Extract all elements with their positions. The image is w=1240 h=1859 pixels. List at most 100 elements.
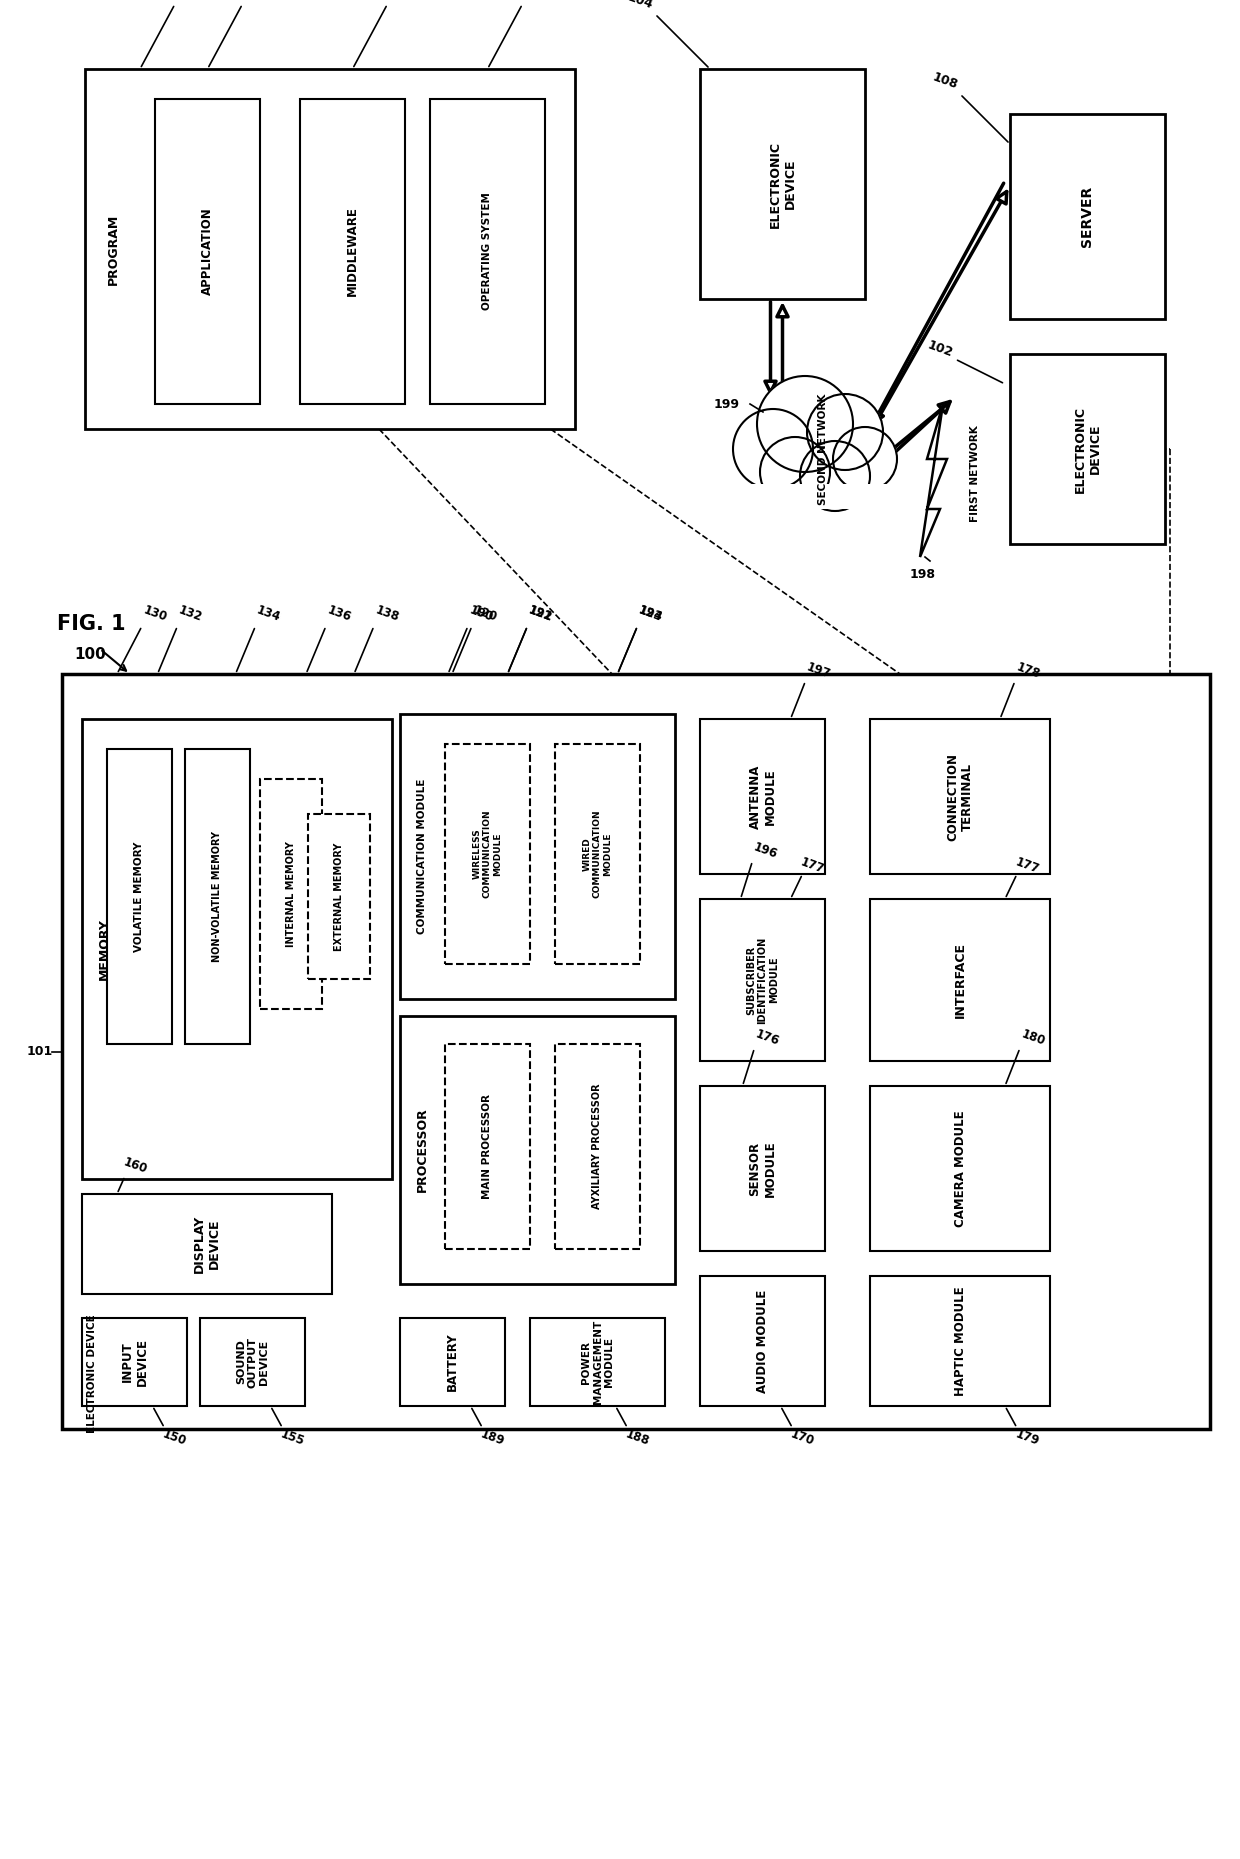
Text: 102: 102: [925, 338, 955, 359]
Text: 136: 136: [325, 604, 352, 625]
Text: 194: 194: [636, 604, 665, 625]
Text: EXTERNAL MEMORY: EXTERNAL MEMORY: [334, 842, 343, 950]
Text: 197: 197: [805, 660, 832, 680]
Text: ELECTRONIC
DEVICE: ELECTRONIC DEVICE: [769, 141, 796, 227]
Bar: [445, 1045, 529, 1249]
Circle shape: [800, 441, 870, 511]
Text: 101: 101: [27, 1045, 53, 1058]
Text: 176: 176: [754, 1028, 781, 1048]
Text: 134: 134: [254, 604, 283, 625]
Bar: [701, 1275, 825, 1405]
Polygon shape: [920, 403, 947, 558]
Bar: [401, 714, 675, 998]
Text: SERVER: SERVER: [1080, 186, 1095, 247]
Bar: [107, 749, 172, 1045]
Text: 160: 160: [122, 1156, 149, 1177]
Text: DISPLAY
DEVICE: DISPLAY DEVICE: [193, 1216, 221, 1273]
Text: COMMUNICATION MODULE: COMMUNICATION MODULE: [417, 779, 427, 935]
Text: INTERFACE: INTERFACE: [954, 943, 966, 1019]
Bar: [870, 900, 1050, 1061]
Text: 132: 132: [177, 604, 205, 625]
Text: WIRELESS
COMMUNICATION
MODULE: WIRELESS COMMUNICATION MODULE: [472, 811, 502, 898]
Text: 150: 150: [161, 1428, 188, 1448]
Bar: [701, 1086, 825, 1251]
Text: MIDDLEWARE: MIDDLEWARE: [346, 206, 360, 296]
Text: OPERATING SYSTEM: OPERATING SYSTEM: [482, 193, 492, 310]
Text: 170: 170: [789, 1428, 816, 1448]
Bar: [529, 1318, 665, 1405]
Text: 192: 192: [527, 604, 554, 625]
Text: SECOND NETWORK: SECOND NETWORK: [818, 394, 828, 504]
Bar: [401, 1318, 505, 1405]
Text: 190: 190: [467, 604, 495, 625]
Text: VOLATILE MEMORY: VOLATILE MEMORY: [134, 842, 145, 952]
Circle shape: [833, 428, 897, 491]
Bar: [82, 1318, 187, 1405]
Bar: [870, 719, 1050, 874]
Text: BATTERY: BATTERY: [446, 1333, 459, 1391]
Text: HAPTIC MODULE: HAPTIC MODULE: [954, 1286, 966, 1396]
Text: FIG. 1: FIG. 1: [57, 613, 125, 634]
Text: 155: 155: [279, 1428, 306, 1448]
Bar: [82, 719, 392, 1179]
Text: 108: 108: [930, 71, 960, 91]
Bar: [701, 69, 866, 299]
Bar: [430, 99, 546, 403]
Text: 196: 196: [751, 840, 779, 861]
Text: NON-VOLATILE MEMORY: NON-VOLATILE MEMORY: [212, 831, 222, 961]
Circle shape: [756, 376, 853, 472]
Text: 104: 104: [625, 0, 655, 11]
Bar: [870, 1275, 1050, 1405]
Text: 138: 138: [373, 604, 401, 625]
Circle shape: [760, 437, 830, 508]
Bar: [725, 483, 905, 509]
Text: ELECTRONIC
DEVICE: ELECTRONIC DEVICE: [1074, 405, 1101, 493]
Text: WIRED
COMMUNICATION
MODULE: WIRED COMMUNICATION MODULE: [583, 811, 613, 898]
Text: 177: 177: [1013, 855, 1040, 876]
Bar: [308, 814, 370, 980]
Bar: [86, 69, 575, 429]
Text: SENSOR
MODULE: SENSOR MODULE: [749, 1140, 776, 1197]
Bar: [870, 1086, 1050, 1251]
Text: POWER
MANAGEMENT
MODULE: POWER MANAGEMENT MODULE: [580, 1320, 614, 1404]
Text: 177: 177: [799, 855, 826, 876]
Text: 188: 188: [624, 1428, 651, 1448]
Text: 120: 120: [471, 604, 498, 625]
Text: 180: 180: [1019, 1028, 1047, 1048]
Text: INTERNAL MEMORY: INTERNAL MEMORY: [286, 840, 296, 946]
Text: 130: 130: [141, 604, 169, 625]
Text: ELECTRONIC DEVICE: ELECTRONIC DEVICE: [87, 1314, 97, 1433]
Text: 198: 198: [910, 567, 936, 580]
Circle shape: [733, 409, 813, 489]
Text: AUDIO MODULE: AUDIO MODULE: [756, 1290, 769, 1392]
Bar: [445, 744, 529, 965]
Text: SUBSCRIBER
IDENTIFICATION
MODULE: SUBSCRIBER IDENTIFICATION MODULE: [746, 937, 779, 1024]
Circle shape: [807, 394, 883, 470]
Bar: [1011, 113, 1166, 320]
Text: INPUT
DEVICE: INPUT DEVICE: [120, 1338, 149, 1387]
Text: 100: 100: [74, 647, 105, 662]
Text: PROCESSOR: PROCESSOR: [415, 1108, 429, 1192]
Text: ANTENNA
MODULE: ANTENNA MODULE: [749, 764, 776, 829]
Text: 178: 178: [1014, 660, 1042, 680]
Bar: [701, 719, 825, 874]
Text: CONNECTION
TERMINAL: CONNECTION TERMINAL: [946, 753, 973, 840]
Bar: [62, 675, 1210, 1430]
Text: 199: 199: [714, 398, 740, 411]
Bar: [701, 900, 825, 1061]
Bar: [200, 1318, 305, 1405]
Text: 179: 179: [1013, 1428, 1040, 1448]
Text: 121: 121: [527, 604, 554, 625]
Text: 189: 189: [479, 1428, 506, 1448]
Text: SOUND
OUTPUT
DEVICE: SOUND OUTPUT DEVICE: [236, 1337, 269, 1387]
Text: AYXILIARY PROCESSOR: AYXILIARY PROCESSOR: [593, 1084, 603, 1210]
Bar: [401, 1017, 675, 1285]
Text: APPLICATION: APPLICATION: [201, 208, 215, 296]
Bar: [82, 1193, 332, 1294]
Text: MEMORY: MEMORY: [98, 918, 110, 980]
Bar: [556, 744, 640, 965]
Text: 123: 123: [637, 604, 665, 625]
Bar: [185, 749, 250, 1045]
Bar: [300, 99, 405, 403]
Text: FIRST NETWORK: FIRST NETWORK: [970, 426, 980, 522]
